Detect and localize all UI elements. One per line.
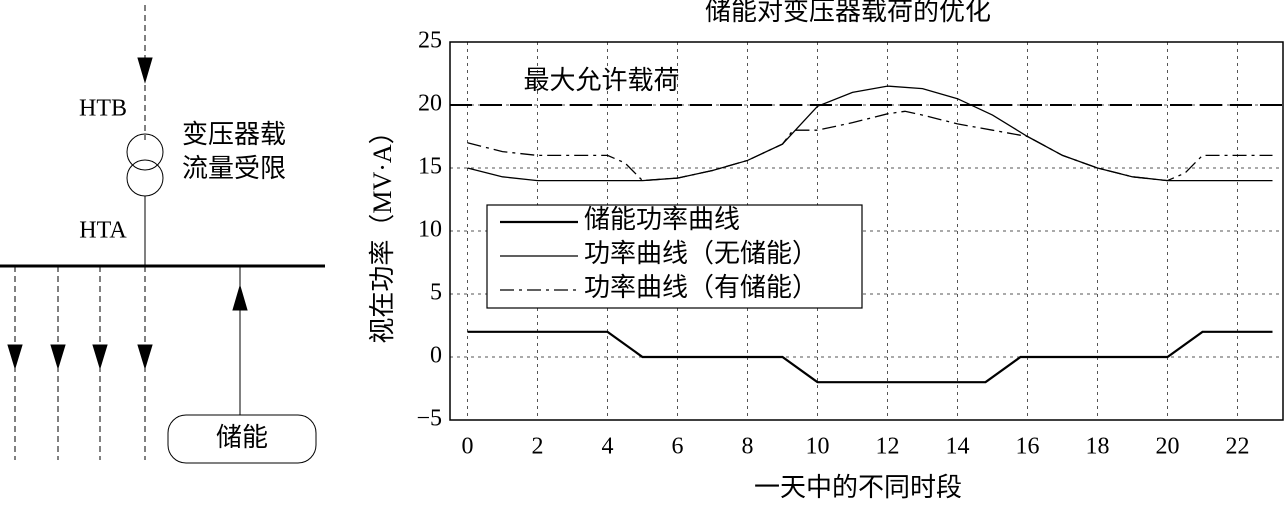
limit-label: 最大允许载荷 bbox=[524, 66, 680, 95]
y-tick-label: −5 bbox=[416, 406, 442, 432]
chart-title: 储能对变压器载荷的优化 bbox=[705, 0, 991, 26]
legend-label: 功率曲线（无储能） bbox=[584, 239, 818, 268]
plot-frame bbox=[449, 41, 1284, 421]
x-tick-label: 10 bbox=[806, 434, 830, 460]
x-tick-label: 6 bbox=[672, 434, 684, 460]
label: HTB bbox=[79, 96, 127, 122]
series-line bbox=[467, 110, 1273, 182]
label: 储能 bbox=[216, 423, 268, 452]
plot: −5 0 5 10 15 20 25 0 2 4 6 8 10 12 14 16 18 20 22 最大允许载荷储能功… bbox=[416, 28, 1284, 460]
x-axis-label: 一天中的不同时段 bbox=[754, 473, 962, 502]
y-tick-label: 0 bbox=[430, 343, 442, 369]
x-tick-label: 4 bbox=[602, 434, 614, 460]
label: 流量受限 bbox=[182, 154, 286, 183]
x-tick-label: 14 bbox=[946, 434, 970, 460]
series-line bbox=[467, 330, 1273, 384]
y-tick-label: 5 bbox=[430, 280, 442, 306]
transformer-coil bbox=[126, 133, 164, 171]
y-axis-label: 视在功率（MV·A） bbox=[368, 118, 397, 343]
arrow bbox=[232, 284, 248, 311]
y-tick-label: 25 bbox=[418, 28, 442, 54]
arrow bbox=[50, 344, 66, 370]
x-tick-label: 8 bbox=[742, 434, 754, 460]
x-tick-label: 2 bbox=[532, 434, 544, 460]
x-tick-label: 22 bbox=[1226, 434, 1250, 460]
x-tick-label: 20 bbox=[1156, 434, 1180, 460]
y-tick-label: 15 bbox=[418, 154, 442, 180]
x-tick-label: 12 bbox=[876, 434, 900, 460]
label: HTA bbox=[79, 218, 127, 244]
x-tick-label: 0 bbox=[462, 434, 474, 460]
legend-label: 功率曲线（有储能） bbox=[584, 273, 818, 302]
x-tick-label: 18 bbox=[1086, 434, 1110, 460]
arrow bbox=[137, 57, 153, 84]
storage-box bbox=[167, 414, 317, 464]
legend-label: 储能功率曲线 bbox=[584, 205, 740, 234]
arrow bbox=[92, 344, 108, 370]
arrow bbox=[137, 344, 153, 370]
transformer-coil bbox=[126, 159, 164, 197]
arrow bbox=[7, 344, 23, 370]
series-line bbox=[467, 85, 1273, 182]
label: 变压器载 bbox=[182, 120, 286, 149]
diagram bbox=[0, 5, 325, 464]
y-tick-label: 20 bbox=[418, 91, 442, 117]
x-tick-label: 16 bbox=[1016, 434, 1040, 460]
y-tick-label: 10 bbox=[418, 217, 442, 243]
